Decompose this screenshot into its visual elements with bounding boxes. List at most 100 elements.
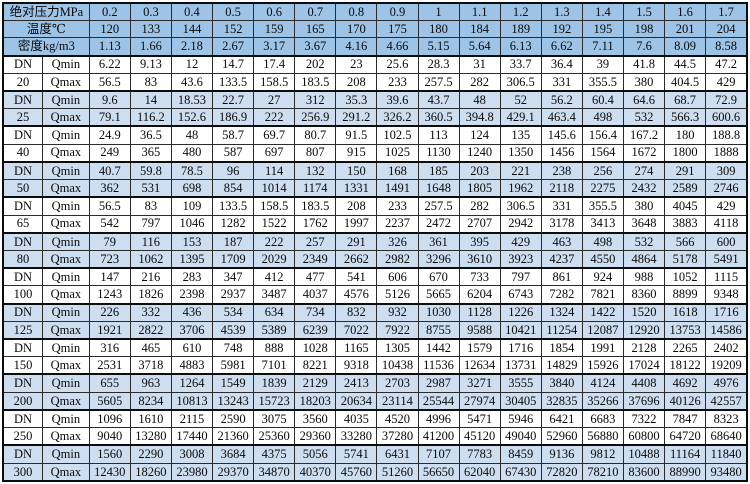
qmax-value-cell: 915 [335, 143, 378, 163]
table-row: DN Qmin 24.9 36.5 48 58.7 69.7 80.7 91.5 102.5 113… [2, 125, 748, 145]
qmin-value-cell: 180 [664, 125, 707, 145]
qmin-value-cell: 5056 [294, 444, 337, 464]
qmax-value-cell: 11254 [540, 320, 583, 340]
temperature-row: 温度℃ 120 133 144 152 159 165 170 175 180 184 189 192 1… [2, 20, 748, 39]
dn-size-cell: 100 [2, 285, 43, 305]
qmin-value-cell: 31 [458, 54, 501, 74]
qmax-value-cell: 2982 [376, 249, 419, 269]
qmax-value-cell: 480 [170, 143, 214, 163]
qmin-value-cell: 256 [581, 160, 624, 181]
qmin-value-cell: 7847 [664, 408, 707, 429]
qmin-value-cell: 44.5 [664, 54, 707, 74]
qmin-value-cell: 1520 [622, 302, 666, 322]
qmax-value-cell: 257.5 [417, 72, 460, 92]
table-row: 200 Qmax 5605 8234 10813 13243 15723 18203 20634… [2, 391, 748, 411]
qmin-value-cell: 113 [417, 125, 460, 145]
qmin-value-cell: 14.7 [212, 54, 255, 74]
qmin-value-cell: 1579 [458, 338, 501, 358]
qmin-value-cell: 734 [294, 302, 337, 322]
qmax-value-cell: 152.6 [170, 108, 214, 127]
qmax-value-cell: 362 [88, 179, 131, 198]
table-row: DN Qmin 56.5 83 109 133.5 158.5 183.5 208 233 257.… [2, 196, 748, 216]
qmin-value-cell: 291 [335, 231, 378, 251]
dn-size-cell: 125 [2, 320, 43, 340]
qmax-value-cell: 1672 [622, 143, 666, 163]
qmax-value-cell: 67430 [499, 462, 542, 482]
qmin-value-cell: 888 [253, 338, 296, 358]
qmin-value-cell: 429 [499, 231, 542, 251]
qmin-value-cell: 39 [581, 54, 624, 74]
qmax-label-cell: Qmax [41, 108, 90, 127]
dn-label-cell: DN [2, 196, 43, 216]
qmin-value-cell: 733 [458, 267, 501, 287]
qmin-value-cell: 610 [170, 338, 214, 358]
qmin-value-cell: 306.5 [499, 196, 542, 216]
qmin-value-cell: 1305 [376, 338, 419, 358]
qmin-value-cell: 72.9 [705, 89, 748, 110]
table-row: 20 Qmax 56.5 83 43.6 133.5 158.5 183.5 208 233 257… [2, 72, 748, 92]
temperature-row-value: 201 [664, 20, 707, 39]
qmax-value-cell: 14829 [540, 356, 583, 375]
qmax-value-cell: 25544 [417, 391, 460, 411]
qmin-label-cell: Qmin [41, 267, 90, 287]
qmax-value-cell: 88990 [664, 462, 707, 482]
qmin-value-cell: 135 [499, 125, 542, 145]
table-row: DN Qmin 1560 2290 3008 3684 4375 5056 5741 6431 71… [2, 444, 748, 464]
qmax-value-cell: 13731 [499, 356, 542, 375]
qmin-value-cell: 1096 [88, 408, 131, 429]
qmax-value-cell: 29360 [294, 427, 337, 446]
temperature-row-value: 120 [88, 20, 131, 39]
qmin-value-cell: 309 [705, 160, 748, 181]
pressure-row-value: 0.9 [376, 2, 419, 22]
qmax-value-cell: 30405 [499, 391, 542, 411]
qmax-value-cell: 5389 [253, 320, 296, 340]
qmin-value-cell: 274 [622, 160, 666, 181]
qmin-value-cell: 9136 [540, 444, 583, 464]
table-row: 50 Qmax 362 531 698 854 1014 1174 1331 1491 1648 18… [2, 179, 748, 198]
qmax-value-cell: 1130 [417, 143, 460, 163]
temperature-row-value: 159 [253, 20, 296, 39]
density-row-value: 7.6 [622, 37, 666, 57]
dn-size-cell: 300 [2, 462, 43, 482]
qmax-value-cell: 18122 [664, 356, 707, 375]
qmax-value-cell: 43.6 [170, 72, 214, 92]
qmax-value-cell: 697 [253, 143, 296, 163]
qmax-value-cell: 56880 [581, 427, 624, 446]
qmax-value-cell: 222 [253, 108, 296, 127]
qmax-value-cell: 698 [170, 179, 214, 198]
qmax-value-cell: 394.8 [458, 108, 501, 127]
qmax-value-cell: 3610 [458, 249, 501, 269]
table-row: DN Qmin 226 332 436 534 634 734 832 932 1030 1128 12… [2, 302, 748, 322]
qmax-value-cell: 21360 [212, 427, 255, 446]
density-row-value: 5.64 [458, 37, 501, 57]
qmin-value-cell: 233 [376, 196, 419, 216]
qmin-label-cell: Qmin [41, 54, 90, 74]
qmax-value-cell: 64720 [664, 427, 707, 446]
qmin-value-cell: 2265 [664, 338, 707, 358]
pressure-row-value: 0.2 [88, 2, 131, 22]
qmin-value-cell: 7783 [458, 444, 501, 464]
qmin-value-cell: 312 [294, 89, 337, 110]
qmin-value-cell: 3555 [499, 373, 542, 393]
qmax-value-cell: 4237 [540, 249, 583, 269]
dn-label-cell: DN [2, 160, 43, 181]
qmax-value-cell: 7282 [540, 285, 583, 305]
qmin-value-cell: 17.4 [253, 54, 296, 74]
dn-label-cell: DN [2, 231, 43, 251]
qmax-value-cell: 1282 [212, 214, 255, 234]
qmin-value-cell: 52 [499, 89, 542, 110]
temperature-row-value: 152 [212, 20, 255, 39]
qmax-label-cell: Qmax [41, 72, 90, 92]
qmax-value-cell: 11536 [417, 356, 460, 375]
qmin-value-cell: 257 [294, 231, 337, 251]
qmin-value-cell: 183.5 [294, 196, 337, 216]
pressure-row-value: 0.4 [170, 2, 214, 22]
table-row: DN Qmin 9.6 14 18.53 22.7 27 312 35.3 39.6 43.7 48 5… [2, 89, 748, 110]
qmax-value-cell: 56.5 [88, 72, 131, 92]
pressure-row-value: 1.4 [581, 2, 624, 22]
qmax-value-cell: 18203 [294, 391, 337, 411]
density-row-value: 6.62 [540, 37, 583, 57]
qmax-value-cell: 542 [88, 214, 131, 234]
